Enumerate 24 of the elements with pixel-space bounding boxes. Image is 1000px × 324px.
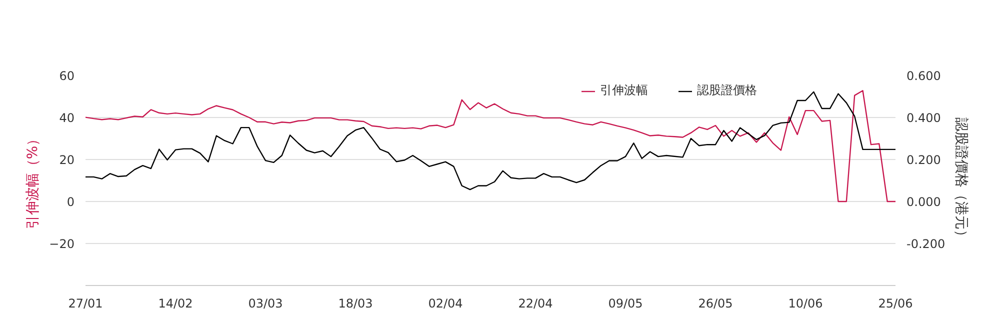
y2-axis-title: 認股證價格（港元） (953, 118, 970, 244)
x-tick-label: 22/04 (518, 296, 553, 310)
y-tick-label: 20 (59, 153, 75, 167)
x-tick-label: 26/05 (698, 296, 733, 310)
x-tick-label: 02/04 (428, 296, 463, 310)
y2-tick-label: 0.600 (906, 69, 941, 83)
x-tick-label: 27/01 (68, 296, 103, 310)
y2-tick-label: 0.400 (906, 111, 941, 125)
y2-tick-label: 0.000 (906, 195, 941, 209)
x-tick-label: 03/03 (248, 296, 283, 310)
x-tick-label: 14/02 (158, 296, 193, 310)
x-tick-label: 10/06 (788, 296, 823, 310)
x-tick-label: 25/06 (878, 296, 913, 310)
y-tick-label: 60 (59, 69, 75, 83)
x-tick-label: 18/03 (338, 296, 373, 310)
legend-label: 引伸波幅 (600, 82, 648, 99)
y2-tick-label: 0.200 (906, 153, 941, 167)
y2-tick-label: -0.200 (906, 237, 946, 251)
y-axis-title: 引伸波幅（%） (25, 132, 42, 230)
y-tick-label: −20 (49, 237, 75, 251)
x-tick-label: 09/05 (608, 296, 643, 310)
legend-label: 認股證價格 (697, 82, 757, 99)
y-tick-label: 0 (66, 195, 75, 209)
y-tick-label: 40 (59, 111, 75, 125)
